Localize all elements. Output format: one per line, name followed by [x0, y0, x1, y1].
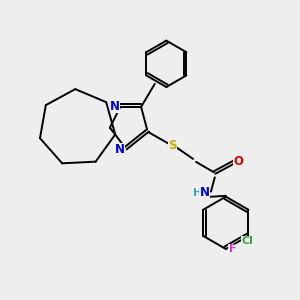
Text: O: O — [233, 155, 243, 168]
Text: N: N — [110, 100, 120, 112]
Text: H: H — [193, 188, 202, 197]
Text: Cl: Cl — [241, 236, 253, 246]
Text: F: F — [229, 244, 236, 254]
Text: N: N — [200, 186, 209, 199]
Text: S: S — [168, 139, 176, 152]
Text: N: N — [114, 143, 124, 156]
